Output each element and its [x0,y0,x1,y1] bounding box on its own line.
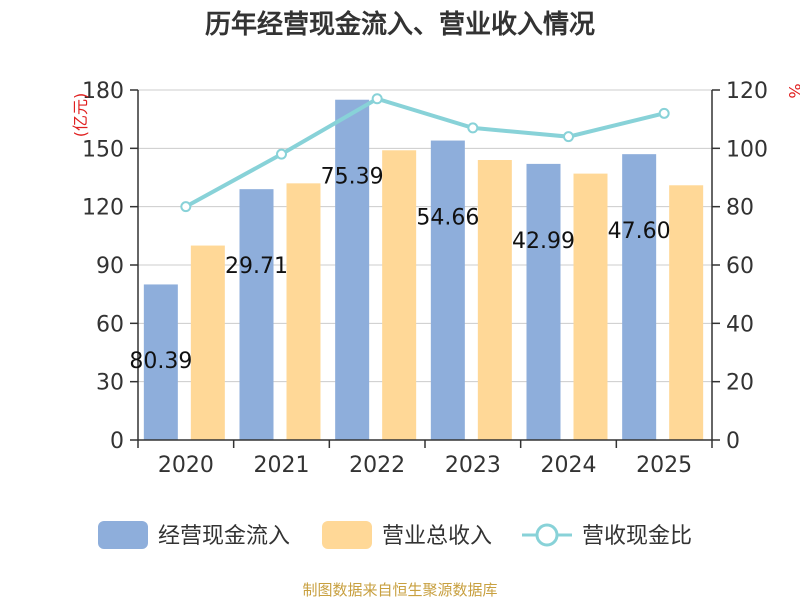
bar-revenue [190,245,225,440]
right-axis-unit: % [785,83,800,98]
legend-label-cashflow[interactable]: 经营现金流入 [158,524,290,549]
left-axis-tick-label: 150 [82,137,124,162]
bar-cashflow [526,163,561,440]
bar-revenue [477,160,512,440]
bar-revenue [573,173,608,440]
bar-cashflow [239,189,274,440]
ratio-point [180,201,192,213]
ratio-line-path [184,96,665,209]
right-axis-tick-label: 120 [726,79,768,104]
legend-label-ratio[interactable]: 营收现金比 [582,524,692,549]
ratio-point [276,148,287,160]
bar-revenue [382,150,417,440]
left-axis-unit: (亿元) [71,93,90,138]
data-label: 47.60 [608,219,671,244]
x-axis-tick-label: 2024 [541,453,597,478]
data-label: 42.99 [512,229,575,254]
bar-revenue [286,183,321,441]
x-axis-tick-label: 2021 [254,453,310,478]
bar-cashflow [335,99,370,440]
ratio-point [371,93,383,105]
data-labels: 80.39 29.71 75.39 54.66 42.99 47.60 [129,165,670,374]
legend-swatch-cashflow[interactable] [98,521,148,549]
bar-revenue [669,185,704,440]
data-label: 54.66 [416,206,479,231]
bars [143,99,704,441]
ratio-point [467,122,479,134]
left-axis-tick-label: 90 [96,254,124,279]
axes: 0 30 60 90 120 150 180 0 20 40 60 80 100 120 2020 2021 2… [82,79,768,478]
left-axis-tick-label: 120 [82,196,124,221]
x-axis-tick-label: 2020 [158,453,214,478]
x-axis-tick-label: 2023 [445,453,501,478]
bar-cashflow [622,154,657,440]
right-axis-tick-label: 100 [726,137,768,162]
left-axis-tick-label: 0 [110,429,124,454]
data-label: 29.71 [225,254,288,279]
right-axis-tick-label: 0 [726,429,740,454]
chart-title: 历年经营现金流入、营业收入情况 [205,9,595,40]
ratio-line [180,93,670,213]
source-note: 制图数据来自恒生聚源数据库 [302,581,497,599]
data-label: 75.39 [321,165,384,190]
legend-swatch-revenue[interactable] [322,521,372,549]
bar-cashflow [430,140,465,441]
ratio-point [658,107,670,119]
legend-label-revenue[interactable]: 营业总收入 [382,524,492,549]
left-axis-tick-label: 30 [96,371,124,396]
left-axis-tick-label: 180 [82,79,124,104]
left-axis-tick-label: 60 [96,312,124,337]
data-label: 80.39 [129,349,192,374]
right-axis-tick-label: 80 [726,196,754,221]
gridlines [138,89,712,383]
x-axis-tick-label: 2022 [349,453,405,478]
legend-swatch-ratio-marker[interactable] [535,523,559,547]
right-axis-tick-label: 40 [726,312,754,337]
bar-cashflow [143,284,178,440]
x-axis-tick-label: 2025 [636,453,692,478]
ratio-point [563,131,574,143]
right-axis-tick-label: 20 [726,371,754,396]
right-axis-tick-label: 60 [726,254,754,279]
